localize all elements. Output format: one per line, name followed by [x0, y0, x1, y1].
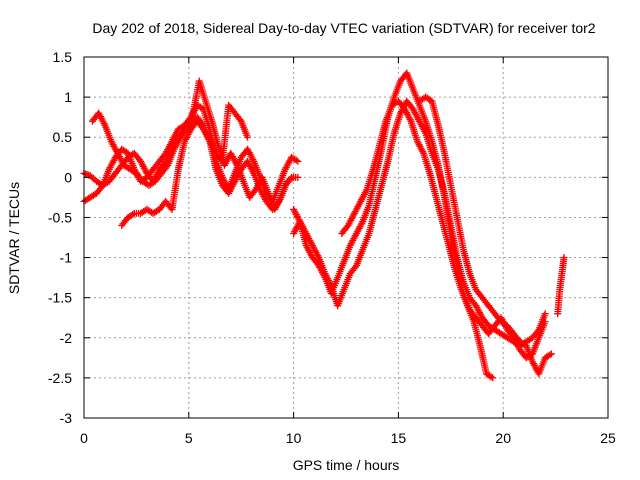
data-point [236, 116, 244, 124]
x-tick-label: 20 [495, 430, 511, 446]
data-point [292, 156, 300, 164]
data-point [290, 173, 298, 181]
data-point [288, 174, 296, 182]
data-point [129, 210, 137, 218]
x-tick-label: 10 [286, 430, 302, 446]
axis-ticks: -3 -2.5 -2 -1.5 -1 -0.5 0 0.5 1 1.5 0 5 10 15 20 25 [48, 49, 616, 446]
y-tick-label: -1 [60, 250, 73, 266]
data-point [487, 373, 495, 381]
x-tick-label: 0 [80, 430, 88, 446]
data-point [547, 350, 555, 358]
y-tick-label: -0.5 [48, 209, 72, 225]
x-tick-label: 25 [600, 430, 616, 446]
y-tick-label: 0 [64, 169, 72, 185]
y-tick-label: 1.5 [53, 49, 73, 65]
data-point [560, 254, 568, 262]
grid [84, 57, 608, 418]
y-tick-label: -2.5 [48, 370, 72, 386]
data-point [163, 163, 171, 171]
y-tick-label: -2 [60, 330, 73, 346]
data-points [80, 69, 568, 382]
x-tick-label: 15 [391, 430, 407, 446]
data-point [243, 133, 251, 141]
x-tick-label: 5 [185, 430, 193, 446]
data-point [489, 374, 497, 382]
data-point [294, 157, 302, 165]
plot-frame [83, 56, 609, 419]
data-point [546, 351, 554, 359]
data-point [351, 263, 359, 271]
chart-title: Day 202 of 2018, Sidereal Day-to-day VTE… [92, 20, 595, 36]
x-axis-label: GPS time / hours [293, 457, 400, 473]
y-tick-label: -3 [60, 410, 73, 426]
y-tick-label: 0.5 [53, 129, 73, 145]
y-tick-label: -1.5 [48, 290, 72, 306]
data-point [541, 318, 549, 326]
data-point [541, 310, 549, 318]
y-tick-label: 1 [64, 89, 72, 105]
y-axis-label: SDTVAR / TECUs [6, 182, 22, 294]
